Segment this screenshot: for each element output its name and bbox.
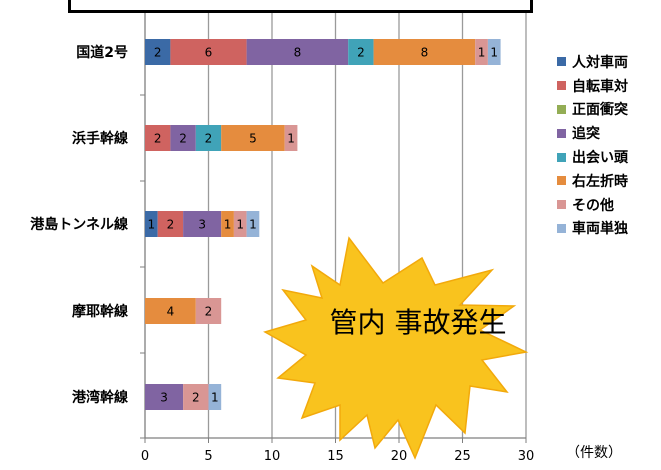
- bar-segment: [183, 211, 222, 237]
- data-label: 1: [478, 46, 486, 60]
- x-tick-label: 5: [204, 449, 212, 464]
- legend-item: その他: [557, 193, 661, 217]
- legend-label: 自転車対: [572, 78, 628, 95]
- gridlines: [207, 10, 527, 438]
- data-label: 1: [211, 391, 219, 405]
- bar-segment: [145, 298, 196, 324]
- data-label: 1: [148, 218, 156, 232]
- explosion-text: 管内 事故発生: [330, 306, 507, 339]
- legend-swatch: [557, 81, 566, 91]
- bar-segment: [208, 384, 222, 410]
- data-label: 1: [249, 218, 257, 232]
- bar-segment: [170, 39, 247, 65]
- bar-segment: [348, 39, 374, 65]
- legend-swatch: [557, 176, 566, 186]
- data-label: 1: [224, 218, 232, 232]
- category-label: 浜手幹線: [72, 130, 128, 147]
- bar-segment: [183, 384, 209, 410]
- legend-item: 出会い頭: [557, 145, 661, 169]
- data-label: 8: [294, 46, 302, 60]
- data-label: 2: [179, 132, 187, 146]
- legend-label: 出会い頭: [572, 150, 628, 167]
- bar-segment: [284, 125, 298, 151]
- bar-segment: [195, 125, 222, 151]
- bars: [145, 39, 501, 410]
- category-label: 港湾幹線: [72, 389, 128, 406]
- data-label: 5: [249, 132, 257, 146]
- legend-swatch: [557, 152, 566, 162]
- legend-item: 自転車対: [557, 74, 661, 98]
- legend-label: 車両単独: [572, 221, 628, 238]
- x-tick-label: 0: [141, 449, 149, 464]
- data-label: 2: [192, 391, 200, 405]
- explosion-shape: [263, 236, 529, 460]
- bar-segment: [221, 211, 234, 237]
- bar-segment: [145, 211, 158, 237]
- legend-swatch: [557, 223, 566, 233]
- data-label: 2: [357, 46, 365, 60]
- legend-label: その他: [572, 197, 614, 214]
- legend-item: 正面衝突: [557, 98, 661, 122]
- x-axis-unit-label: （件数）: [566, 445, 622, 461]
- explosion-callout: 管内 事故発生: [263, 236, 529, 460]
- data-label: 2: [154, 46, 162, 60]
- data-label: 2: [205, 132, 213, 146]
- category-label: 国道2号: [76, 44, 128, 61]
- data-label: 1: [236, 218, 244, 232]
- data-label: 2: [154, 132, 162, 146]
- legend-swatch: [557, 200, 566, 210]
- bar-segment: [145, 125, 171, 151]
- data-label: 6: [205, 46, 213, 60]
- x-tick-label: 15: [327, 449, 344, 464]
- data-label: 3: [160, 391, 168, 405]
- bar-segment: [246, 39, 349, 65]
- x-tick-label: 10: [264, 449, 281, 464]
- bar-segment: [373, 39, 476, 65]
- data-label: 8: [421, 46, 429, 60]
- legend-label: 人対車両: [572, 54, 628, 71]
- bar-segment: [170, 125, 196, 151]
- x-tick-label: 25: [454, 449, 471, 464]
- bar-segment: [233, 211, 247, 237]
- legend-swatch: [557, 104, 566, 114]
- bar-segment: [246, 211, 260, 237]
- legend-label: 右左折時: [572, 173, 628, 190]
- legend: 人対車両自転車対正面衝突追突出会い頭右左折時その他車両単独: [557, 50, 661, 240]
- x-tick-label: 30: [518, 449, 535, 464]
- data-label: 4: [167, 305, 175, 319]
- category-label: 摩耶幹線: [72, 303, 128, 320]
- legend-label: 追突: [572, 126, 600, 143]
- bar-segment: [221, 125, 285, 151]
- bar-segment: [195, 298, 222, 324]
- legend-item: 追突: [557, 121, 661, 145]
- x-tick-label: 20: [391, 449, 408, 464]
- bar-segment: [475, 39, 488, 65]
- data-label: 2: [205, 305, 213, 319]
- legend-item: 人対車両: [557, 50, 661, 74]
- data-label: 1: [287, 132, 295, 146]
- title-bar: [68, 0, 533, 13]
- legend-item: 車両単独: [557, 217, 661, 241]
- legend-swatch: [557, 57, 566, 67]
- data-label: 1: [490, 46, 498, 60]
- bar-segment: [157, 211, 184, 237]
- bar-segment: [487, 39, 501, 65]
- legend-swatch: [557, 128, 566, 138]
- legend-item: 右左折時: [557, 169, 661, 193]
- bar-segment: [145, 39, 171, 65]
- category-label: 港島トンネル線: [30, 216, 128, 233]
- legend-label: 正面衝突: [572, 102, 628, 119]
- data-label: 2: [167, 218, 175, 232]
- data-label: 3: [198, 218, 206, 232]
- bar-segment: [145, 384, 184, 410]
